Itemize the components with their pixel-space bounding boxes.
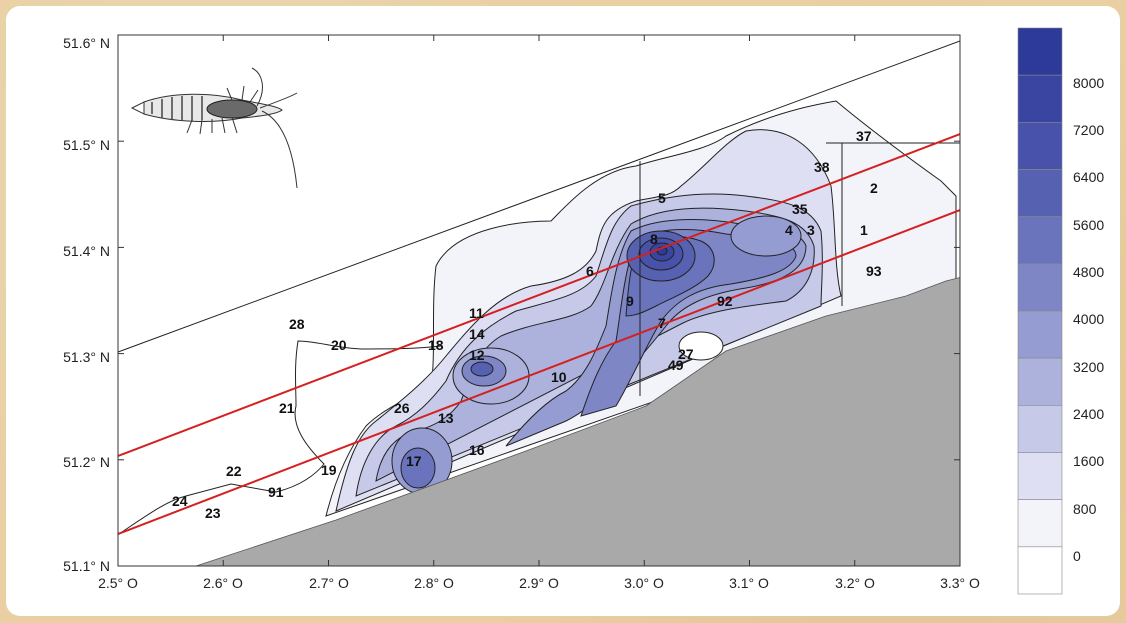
station-label: 5 [658, 190, 666, 206]
legend-swatch [1017, 122, 1063, 170]
lon-label: 3.0° O [624, 575, 664, 591]
station-label: 93 [866, 263, 882, 279]
lon-label: 2.8° O [414, 575, 454, 591]
boundary-north [118, 40, 960, 353]
map-panel: 51.6° N 51.5° N 51.4° N 51.3° N 51.2° N … [6, 6, 1120, 616]
lon-label: 3.3° O [940, 575, 980, 591]
legend-swatch [1017, 357, 1063, 406]
station-label: 24 [172, 493, 188, 509]
legend: 8000 7200 6400 5600 4800 4000 3200 2400 … [1017, 27, 1104, 595]
station-label: 23 [205, 505, 221, 521]
station-label: 17 [406, 453, 422, 469]
station-label: 91 [268, 484, 284, 500]
station-label: 13 [438, 410, 454, 426]
station-label: 27 [678, 346, 694, 362]
station-label: 49 [668, 357, 684, 373]
legend-swatch [1017, 452, 1063, 500]
legend-swatch [1017, 74, 1063, 123]
legend-label: 7200 [1073, 122, 1104, 138]
station-label: 14 [469, 326, 485, 342]
legend-label: 6400 [1073, 169, 1104, 185]
legend-swatch [1017, 169, 1063, 217]
lat-label: 51.5° N [63, 137, 110, 153]
station-label: 19 [321, 462, 337, 478]
contour-east-lobe [730, 215, 802, 257]
transect-south [118, 209, 960, 535]
legend-swatch [1017, 27, 1063, 76]
station-label: 6 [586, 263, 594, 279]
lat-label: 51.4° N [63, 243, 110, 259]
station-label: 26 [394, 400, 410, 416]
station-label: 3 [807, 222, 815, 238]
station-label: 2 [870, 180, 878, 196]
legend-label: 4800 [1073, 264, 1104, 280]
legend-swatch [1017, 263, 1063, 312]
station-label: 21 [279, 400, 295, 416]
station-label: 35 [792, 201, 808, 217]
lat-label: 51.2° N [63, 454, 110, 470]
lat-label: 51.3° N [63, 349, 110, 365]
legend-label: 8000 [1073, 75, 1104, 91]
station-label: 92 [717, 293, 733, 309]
land-mass [195, 277, 960, 566]
station-label: 11 [469, 305, 484, 321]
legend-label: 3200 [1073, 359, 1104, 375]
legend-label: 4000 [1073, 311, 1104, 327]
station-label: 7 [658, 315, 666, 331]
station-label: 1 [860, 222, 868, 238]
contour-west [118, 340, 442, 536]
station-label: 12 [469, 347, 485, 363]
station-label: 4 [785, 222, 793, 238]
legend-swatch [1017, 499, 1063, 548]
station-label: 20 [331, 337, 347, 353]
station-label: 16 [469, 442, 485, 458]
station-label: 9 [626, 293, 634, 309]
transect-north [118, 133, 960, 457]
station-label: 28 [289, 316, 305, 332]
lon-label: 3.1° O [729, 575, 769, 591]
contour-patch-17b [400, 447, 436, 489]
contour-patch-12c [470, 361, 494, 377]
legend-label: 800 [1073, 501, 1097, 517]
shrimp-icon [130, 67, 298, 189]
legend-label: 2400 [1073, 406, 1104, 422]
axis-ticks [117, 34, 961, 567]
density-map: 51.6° N 51.5° N 51.4° N 51.3° N 51.2° N … [63, 27, 1104, 595]
legend-swatch [1017, 405, 1063, 453]
legend-label: 5600 [1073, 217, 1104, 233]
station-label: 37 [856, 128, 872, 144]
contour-hole-27 [678, 331, 724, 361]
lon-label: 2.5° O [98, 575, 138, 591]
station-label: 18 [428, 337, 444, 353]
lon-label: 3.2° O [835, 575, 875, 591]
lon-label: 2.9° O [519, 575, 559, 591]
legend-swatch [1017, 310, 1063, 359]
lat-label: 51.1° N [63, 558, 110, 574]
lon-label: 2.6° O [203, 575, 243, 591]
station-label: 38 [814, 159, 830, 175]
station-label: 22 [226, 463, 242, 479]
legend-swatch [1017, 216, 1063, 265]
legend-label: 0 [1073, 548, 1081, 564]
station-label: 10 [551, 369, 567, 385]
station-label: 8 [650, 231, 658, 247]
lat-label: 51.6° N [63, 35, 110, 51]
legend-swatch [1017, 546, 1063, 595]
lon-label: 2.7° O [309, 575, 349, 591]
legend-label: 1600 [1073, 453, 1104, 469]
